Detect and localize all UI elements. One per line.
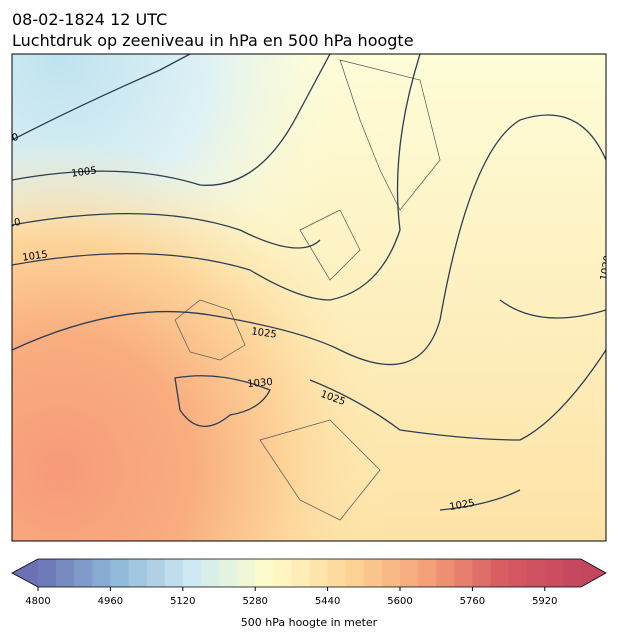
colorbar-segment	[363, 559, 383, 587]
colorbar-tick-label: 5120	[170, 596, 195, 607]
title: 08-02-1824 12 UTC	[12, 10, 167, 29]
colorbar-segment	[291, 559, 310, 587]
colorbar-tick-label: 5600	[387, 596, 412, 607]
colorbar-frame	[11, 558, 607, 588]
colorbar-tick-label: 5440	[315, 596, 340, 607]
isobar-label: 1025	[449, 498, 476, 513]
colorbar-segment	[544, 559, 564, 587]
colorbar-segment	[562, 559, 582, 587]
map	[12, 54, 606, 541]
isobar-label: 1030	[247, 377, 273, 390]
isobar-label: 1000	[0, 132, 20, 149]
colorbar-segment	[472, 559, 491, 587]
colorbar-segment	[200, 559, 220, 587]
colorbar-segment	[255, 559, 274, 587]
isobar-label: 1005	[71, 165, 98, 179]
colorbar-tick-label: 5760	[460, 596, 485, 607]
colorbar-segment	[454, 559, 473, 587]
colorbar-segment	[74, 559, 93, 587]
colorbar-tick-label: 5280	[242, 596, 267, 607]
colorbar-segment	[237, 559, 256, 587]
isobar-label: 1025	[251, 326, 278, 340]
isobar-label: 1010	[0, 217, 22, 232]
colorbar-segment	[345, 559, 365, 587]
colorbar-extend-min	[12, 559, 38, 587]
colorbar-segment	[327, 559, 347, 587]
colorbar-segment	[400, 559, 419, 587]
colorbar-segment	[146, 559, 166, 587]
colorbar-segment	[273, 559, 292, 587]
colorbar-segment	[436, 559, 455, 587]
colorbar-segment	[128, 559, 148, 587]
isobar-label: 1015	[22, 249, 49, 263]
map-frame	[11, 53, 607, 542]
colorbar-segment	[418, 559, 437, 587]
subtitle: Luchtdruk op zeeniveau in hPa en 500 hPa…	[12, 31, 414, 50]
colorbar-segment	[490, 559, 510, 587]
colorbar-segment	[309, 559, 329, 587]
colorbar-segment	[508, 559, 528, 587]
colorbar-segment	[110, 559, 129, 587]
colorbar-segment	[381, 559, 401, 587]
colorbar-label: 500 hPa hoogte in meter	[241, 616, 378, 629]
colorbar-segment	[164, 559, 184, 587]
colorbar-tick-label: 5920	[532, 596, 557, 607]
colorbar-segment	[38, 559, 57, 587]
colorbar-extend-max	[581, 559, 606, 587]
colorbar-segment	[182, 559, 202, 587]
isobar-label: 1020	[599, 255, 614, 282]
colorbar-segment	[219, 559, 238, 587]
colorbar-tick-label: 4800	[25, 596, 50, 607]
colorbar-tick-label: 4960	[98, 596, 123, 607]
colorbar-segment	[56, 559, 75, 587]
colorbar-segment	[92, 559, 111, 587]
colorbar-segment	[526, 559, 546, 587]
